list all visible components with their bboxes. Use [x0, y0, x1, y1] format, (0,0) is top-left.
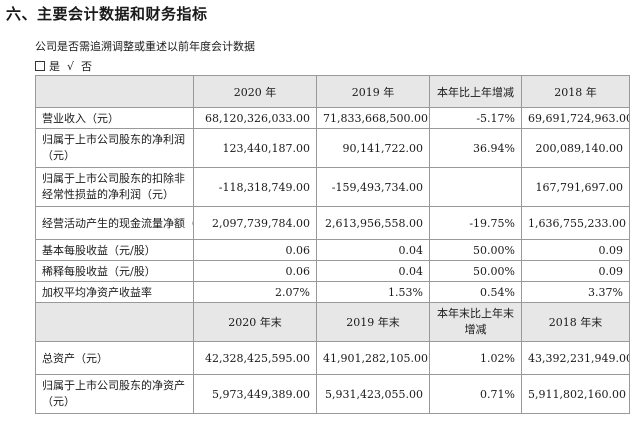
value-change: 1.02%: [429, 341, 522, 375]
value-2019: 0.04: [316, 239, 430, 261]
restatement-answer: 是 √ 否: [35, 58, 92, 74]
row-label: 加权平均净资产收益率: [35, 281, 194, 303]
value-2018: 200,089,140.00: [521, 128, 630, 168]
value-change: 0.54%: [429, 281, 522, 303]
value-2018: 0.09: [521, 260, 630, 282]
table-header-row: 2020 年末 2019 年末 本年末比上年末增减 2018 年末: [35, 302, 630, 342]
value-2019: -159,493,734.00: [316, 167, 430, 207]
value-change: -5.17%: [429, 107, 522, 129]
table-row: 稀释每股收益（元/股） 0.06 0.04 50.00% 0.09: [35, 260, 630, 282]
header-cell: 2018 年: [521, 75, 630, 108]
header-cell: [35, 75, 194, 108]
row-label: 稀释每股收益（元/股）: [35, 260, 194, 282]
row-label: 归属于上市公司股东的扣除非经常性损益的净利润（元）: [35, 167, 194, 207]
row-label: 归属于上市公司股东的净资产（元）: [35, 374, 194, 414]
financial-indicators-table: 2020 年 2019 年 本年比上年增减 2018 年 营业收入（元） 68,…: [35, 75, 630, 414]
value-2018: 0.09: [521, 239, 630, 261]
value-2020: 42,328,425,595.00: [193, 341, 317, 375]
value-2019: 90,141,722.00: [316, 128, 430, 168]
section-heading: 六、主要会计数据和财务指标: [6, 5, 208, 23]
table-row: 总资产（元） 42,328,425,595.00 41,901,282,105.…: [35, 341, 630, 375]
answer-no: 否: [81, 60, 93, 73]
table-row: 归属于上市公司股东的净资产（元） 5,973,449,389.00 5,931,…: [35, 374, 630, 414]
header-cell: 2019 年末: [316, 302, 430, 342]
value-2019: 0.04: [316, 260, 430, 282]
table-row: 归属于上市公司股东的扣除非经常性损益的净利润（元） -118,318,749.0…: [35, 167, 630, 207]
value-2019: 1.53%: [316, 281, 430, 303]
value-2019: 41,901,282,105.00: [316, 341, 430, 375]
value-2020: 0.06: [193, 239, 317, 261]
value-2019: 2,613,956,558.00: [316, 206, 430, 240]
value-2020: 2.07%: [193, 281, 317, 303]
value-2020: 2,097,739,784.00: [193, 206, 317, 240]
value-2018: 69,691,724,963.00: [521, 107, 630, 129]
value-2018: 167,791,697.00: [521, 167, 630, 207]
check-mark-icon: √: [67, 60, 75, 73]
row-label: 营业收入（元）: [35, 107, 194, 129]
value-2018: 43,392,231,949.00: [521, 341, 630, 375]
row-label: 归属于上市公司股东的净利润（元）: [35, 128, 194, 168]
value-2018: 5,911,802,160.00: [521, 374, 630, 414]
value-2020: 5,973,449,389.00: [193, 374, 317, 414]
header-cell: 本年末比上年末增减: [429, 302, 522, 342]
value-change: [429, 167, 522, 207]
table-header-row: 2020 年 2019 年 本年比上年增减 2018 年: [35, 75, 630, 108]
value-change: 50.00%: [429, 239, 522, 261]
checkbox-yes: [35, 61, 45, 71]
value-change: 0.71%: [429, 374, 522, 414]
value-2018: 3.37%: [521, 281, 630, 303]
value-change: 50.00%: [429, 260, 522, 282]
value-2019: 5,931,423,055.00: [316, 374, 430, 414]
header-cell: 2020 年: [193, 75, 317, 108]
value-2020: 123,440,187.00: [193, 128, 317, 168]
value-2020: -118,318,749.00: [193, 167, 317, 207]
value-2019: 71,833,668,500.00: [316, 107, 430, 129]
row-label: 基本每股收益（元/股）: [35, 239, 194, 261]
table-row: 基本每股收益（元/股） 0.06 0.04 50.00% 0.09: [35, 239, 630, 261]
table-row: 加权平均净资产收益率 2.07% 1.53% 0.54% 3.37%: [35, 281, 630, 303]
table-row: 营业收入（元） 68,120,326,033.00 71,833,668,500…: [35, 107, 630, 129]
header-cell: 本年比上年增减: [429, 75, 522, 108]
value-change: 36.94%: [429, 128, 522, 168]
table-row: 归属于上市公司股东的净利润（元） 123,440,187.00 90,141,7…: [35, 128, 630, 168]
value-change: -19.75%: [429, 206, 522, 240]
value-2020: 0.06: [193, 260, 317, 282]
value-2020: 68,120,326,033.00: [193, 107, 317, 129]
value-2018: 1,636,755,233.00: [521, 206, 630, 240]
row-label: 总资产（元）: [35, 341, 194, 375]
header-cell: 2020 年末: [193, 302, 317, 342]
restatement-question: 公司是否需追溯调整或重述以前年度会计数据: [35, 40, 255, 53]
table-row: 经营活动产生的现金流量净额（元） 2,097,739,784.00 2,613,…: [35, 206, 630, 240]
header-cell: [35, 302, 194, 342]
row-label: 经营活动产生的现金流量净额（元）: [35, 206, 194, 240]
answer-yes: 是: [49, 60, 60, 73]
header-cell: 2018 年末: [521, 302, 630, 342]
header-cell: 2019 年: [316, 75, 430, 108]
